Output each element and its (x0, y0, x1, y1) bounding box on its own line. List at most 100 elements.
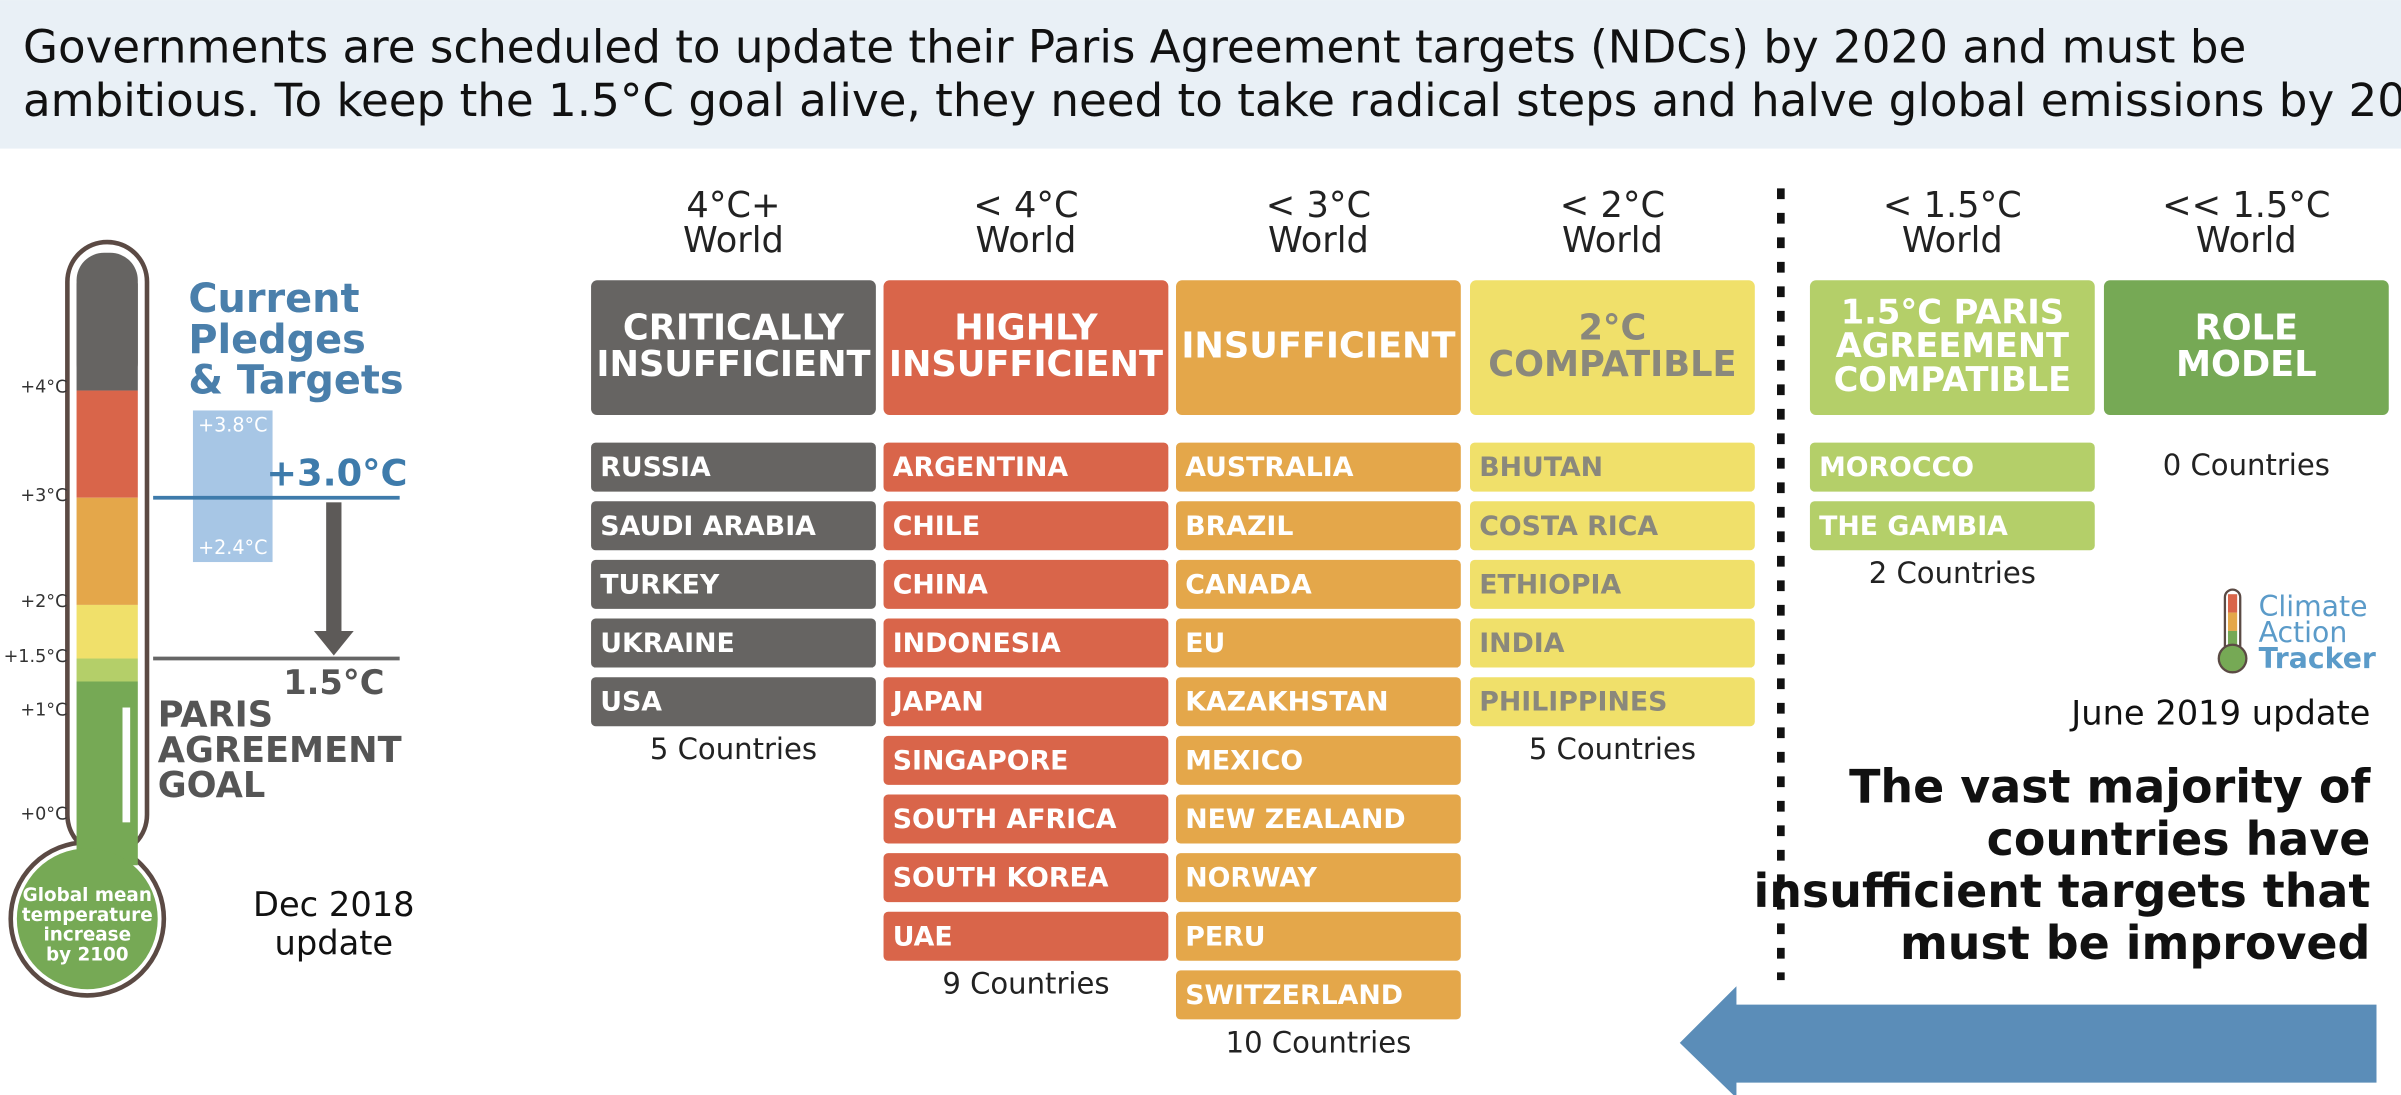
goal-label: AGREEMENT (158, 730, 402, 771)
country-bar (1176, 911, 1461, 961)
rating-label: INSUFFICIENT (889, 344, 1163, 385)
rating-label: COMPATIBLE (1488, 344, 1736, 385)
thermometer (8, 239, 167, 998)
date: update (274, 923, 393, 962)
country-bar (883, 618, 1169, 668)
current-value: +3.0°C (266, 451, 407, 494)
message: The vast majority of (1849, 760, 2371, 814)
country-name: SOUTH KOREA (893, 863, 1109, 894)
country-count: 9 Countries (942, 967, 1109, 1001)
scale-label: +4°C (20, 377, 67, 397)
header-line: Governments are scheduled to update thei… (23, 21, 2246, 74)
big-arrow (1679, 986, 2377, 1095)
bulb-text: Global mean (23, 885, 152, 906)
scale-label: +1°C (20, 701, 67, 721)
header-band (0, 0, 2401, 149)
goal-value: 1.5°C (283, 663, 384, 702)
country-bar (883, 911, 1169, 961)
country-name: EU (1185, 628, 1225, 659)
logo-text: Tracker (2259, 642, 2376, 675)
update-date: June 2019 update (2069, 694, 2370, 733)
pledge-range (192, 410, 273, 563)
country-bar (591, 442, 876, 492)
country-bar (1176, 618, 1461, 668)
world-label: World (975, 220, 1076, 261)
country-name: TURKEY (600, 569, 720, 600)
rating-box (1176, 280, 1461, 416)
country-bar (1176, 442, 1461, 492)
rating-label: CRITICALLY (623, 307, 845, 348)
world-label: World (683, 220, 784, 261)
message: insufficient targets that (1754, 864, 2371, 918)
pledges-title: Pledges (188, 317, 365, 363)
scale-label: +3°C (20, 486, 67, 506)
country-name: USA (600, 687, 662, 718)
country-name: UAE (893, 921, 953, 952)
country-bar (883, 853, 1169, 903)
country-bar (883, 442, 1169, 492)
country-bar (883, 735, 1169, 785)
rating-label: INSUFFICIENT (596, 344, 870, 385)
country-bar (1470, 559, 1755, 609)
date: Dec 2018 (253, 885, 415, 924)
bulb-text: temperature (22, 905, 153, 926)
country-bar (1470, 677, 1755, 727)
rating-label: 2°C (1578, 307, 1646, 348)
country-bar (591, 618, 876, 668)
rating-box (2103, 280, 2389, 416)
country-name: THE GAMBIA (1819, 511, 2008, 542)
country-name: MEXICO (1185, 745, 1303, 776)
rating-label: MODEL (2176, 344, 2317, 385)
country-name: PERU (1185, 921, 1265, 952)
country-name: SINGAPORE (893, 745, 1069, 776)
world-label: World (2196, 220, 2297, 261)
country-name: INDIA (1479, 628, 1565, 659)
range-high: +3.8°C (198, 413, 267, 436)
world-label: < 3°C (1266, 185, 1371, 226)
scale-label: +1.5°C (4, 647, 68, 667)
rating-label: INSUFFICIENT (1181, 326, 1455, 367)
logo-text: Climate (2259, 590, 2368, 623)
country-count: 2 Countries (1869, 556, 2036, 590)
country-name: NORWAY (1185, 863, 1317, 894)
world-label: < 2°C (1560, 185, 1665, 226)
country-bar (591, 501, 876, 551)
country-name: CHILE (893, 511, 980, 542)
country-name: BRAZIL (1185, 511, 1293, 542)
arrow-shaft (326, 502, 342, 635)
country-name: SAUDI ARABIA (600, 511, 816, 542)
country-name: RUSSIA (600, 452, 711, 483)
header-line: ambitious. To keep the 1.5°C goal alive,… (23, 74, 2401, 127)
world-label: < 4°C (973, 185, 1078, 226)
country-name: SOUTH AFRICA (893, 804, 1117, 835)
rating-label: 1.5°C PARIS (1841, 292, 2064, 331)
country-bar (1176, 794, 1461, 844)
country-bar (1176, 501, 1461, 551)
country-name: JAPAN (891, 687, 984, 718)
scale-label: +0°C (20, 805, 67, 825)
arrow-head (313, 630, 354, 656)
country-name: SWITZERLAND (1185, 980, 1403, 1011)
country-name: INDONESIA (893, 628, 1061, 659)
country-bar (1176, 853, 1461, 903)
country-name: COSTA RICA (1479, 511, 1658, 542)
pledges-title: Current (188, 276, 359, 322)
rating-box (1809, 280, 2095, 416)
country-bar (1809, 442, 2095, 492)
country-count: 5 Countries (1529, 732, 1696, 766)
world-label: World (1268, 220, 1369, 261)
rating-label: AGREEMENT (1836, 326, 2069, 365)
world-label: < 1.5°C (1883, 185, 2022, 226)
country-bar (1176, 559, 1461, 609)
country-name: KAZAKHSTAN (1185, 687, 1388, 718)
message: must be improved (1900, 916, 2370, 970)
message: countries have (1987, 812, 2371, 866)
country-bar (1470, 618, 1755, 668)
pledges-title: & Targets (188, 357, 403, 403)
country-count: 0 Countries (2163, 448, 2330, 482)
country-count: 5 Countries (650, 732, 817, 766)
country-name: PHILIPPINES (1479, 687, 1667, 718)
country-bar (883, 501, 1169, 551)
